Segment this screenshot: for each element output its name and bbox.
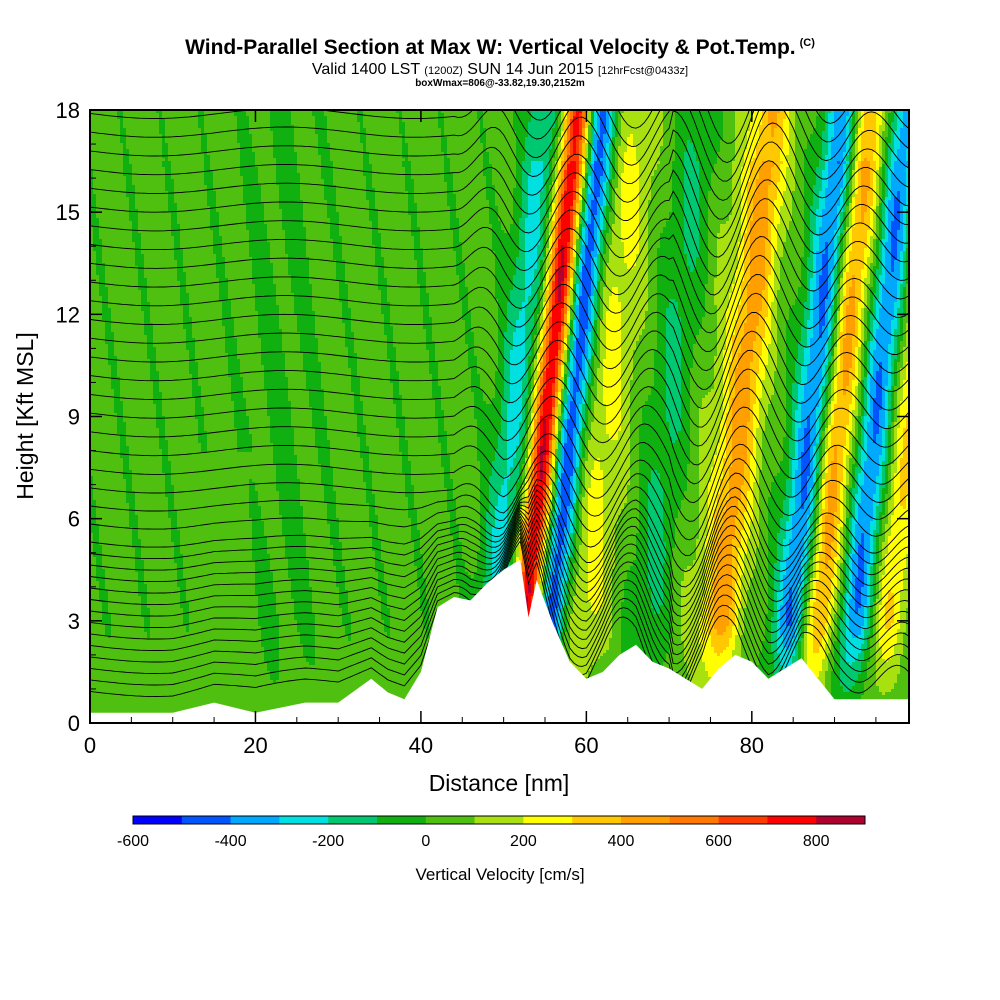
colorbar-swatch [475,816,524,824]
colorbar-swatch [719,816,768,824]
colorbar-swatch [426,816,475,824]
x-axis-label: Distance [nm] [429,770,570,796]
colorbar: -600 -400 -200 0 200 400 600 800 [117,816,866,850]
colorbar-tick-label: 200 [510,833,537,850]
colorbar-tick-label: 0 [421,833,430,850]
colorbar-swatch [621,816,670,824]
colorbar-swatch [767,816,816,824]
y-tick-label: 3 [68,609,80,634]
colorbar-tick-label: 800 [803,833,830,850]
y-axis-label: Height [Kft MSL] [12,332,38,499]
colorbar-tick-label: 600 [705,833,732,850]
colorbar-swatch [377,816,426,824]
colorbar-swatch [328,816,377,824]
y-tick-label: 12 [56,302,80,327]
colorbar-tick-label: -600 [117,833,149,850]
colorbar-swatch [572,816,621,824]
y-tick-label: 18 [56,98,80,123]
colorbar-tick-label: 400 [608,833,635,850]
x-tick-label: 20 [243,733,267,758]
colorbar-swatch [231,816,280,824]
colorbar-swatch [523,816,572,824]
x-tick-label: 60 [574,733,598,758]
colorbar-title: Vertical Velocity [cm/s] [415,865,584,884]
colorbar-swatch [182,816,231,824]
colorbar-swatch [670,816,719,824]
colorbar-tick-label: -400 [215,833,247,850]
colorbar-swatch [279,816,328,824]
x-tick-label: 40 [409,733,433,758]
x-tick-label: 0 [84,733,96,758]
y-tick-label: 0 [68,711,80,736]
y-tick-label: 9 [68,405,80,430]
colorbar-swatch [816,816,865,824]
y-tick-label: 15 [56,200,80,225]
y-tick-label: 6 [68,507,80,532]
colorbar-tick-label: -200 [312,833,344,850]
x-tick-label: 80 [740,733,764,758]
colorbar-swatch [133,816,182,824]
